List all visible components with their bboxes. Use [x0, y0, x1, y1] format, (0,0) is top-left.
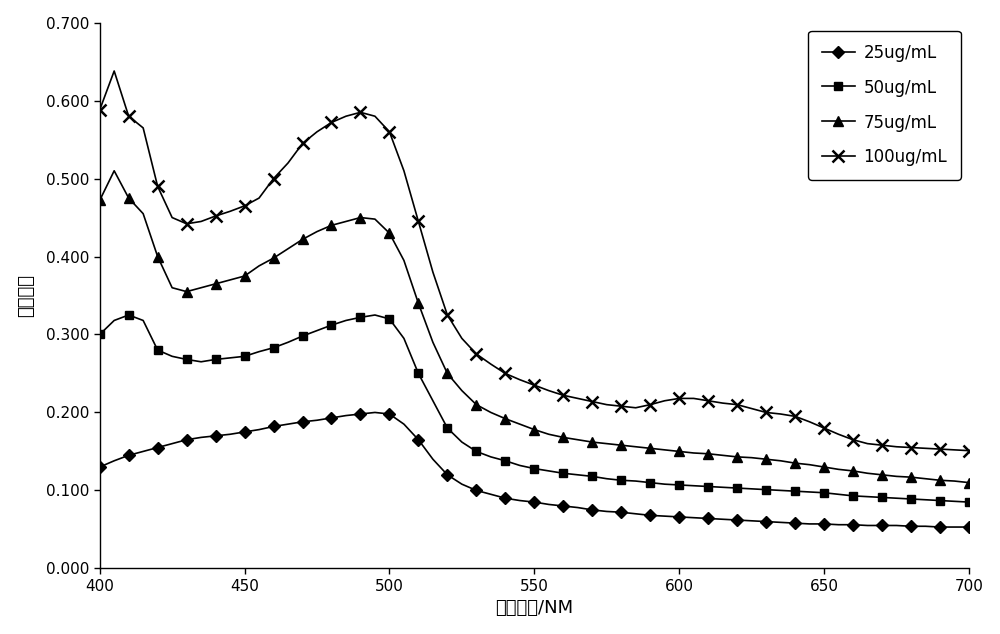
25ug/mL — [94, 463, 106, 471]
25ug/mL — [268, 423, 280, 430]
75ug/mL — [311, 228, 323, 235]
100ug/mL — [572, 394, 584, 402]
50ug/mL — [861, 493, 873, 500]
100ug/mL — [311, 128, 323, 136]
25ug/mL — [861, 522, 873, 529]
50ug/mL — [311, 327, 323, 334]
75ug/mL — [963, 479, 975, 486]
25ug/mL — [934, 523, 946, 531]
75ug/mL — [861, 469, 873, 477]
100ug/mL — [94, 106, 106, 113]
Line: 100ug/mL: 100ug/mL — [94, 65, 974, 456]
100ug/mL — [108, 67, 120, 75]
50ug/mL — [630, 477, 642, 485]
50ug/mL — [94, 331, 106, 339]
Y-axis label: 吸光度値: 吸光度値 — [17, 274, 35, 317]
25ug/mL — [412, 436, 424, 444]
50ug/mL — [572, 471, 584, 479]
25ug/mL — [963, 523, 975, 531]
Line: 25ug/mL: 25ug/mL — [96, 408, 973, 531]
50ug/mL — [412, 370, 424, 377]
75ug/mL — [412, 299, 424, 307]
100ug/mL — [963, 447, 975, 455]
100ug/mL — [630, 404, 642, 411]
Line: 50ug/mL: 50ug/mL — [96, 311, 973, 507]
75ug/mL — [630, 443, 642, 451]
75ug/mL — [282, 245, 294, 252]
75ug/mL — [572, 436, 584, 444]
25ug/mL — [369, 409, 381, 417]
50ug/mL — [123, 311, 135, 319]
25ug/mL — [572, 504, 584, 512]
X-axis label: 吸收波长/NM: 吸收波长/NM — [495, 599, 573, 618]
50ug/mL — [963, 498, 975, 506]
50ug/mL — [282, 339, 294, 346]
100ug/mL — [282, 159, 294, 167]
75ug/mL — [94, 197, 106, 204]
Line: 75ug/mL: 75ug/mL — [95, 166, 974, 488]
25ug/mL — [297, 418, 309, 425]
75ug/mL — [108, 167, 120, 174]
Legend: 25ug/mL, 50ug/mL, 75ug/mL, 100ug/mL: 25ug/mL, 50ug/mL, 75ug/mL, 100ug/mL — [808, 31, 961, 179]
100ug/mL — [412, 217, 424, 225]
25ug/mL — [630, 510, 642, 517]
100ug/mL — [861, 440, 873, 448]
